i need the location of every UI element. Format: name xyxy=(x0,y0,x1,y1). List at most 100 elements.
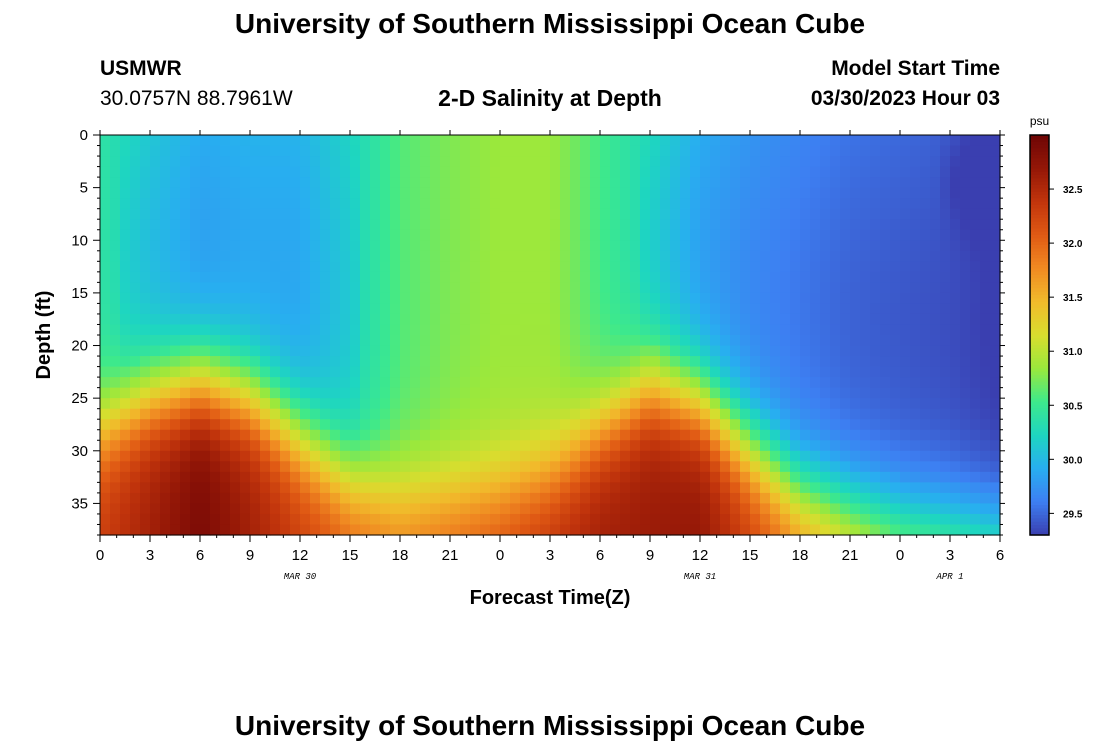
heatmap-cell xyxy=(560,335,571,347)
heatmap-cell xyxy=(170,503,181,515)
heatmap-cell xyxy=(250,303,261,315)
heatmap-cell xyxy=(450,366,461,378)
colorbar-segment xyxy=(1030,265,1049,269)
heatmap-cell xyxy=(900,356,911,368)
heatmap-cell xyxy=(210,240,221,252)
heatmap-cell xyxy=(600,408,611,420)
heatmap-cell xyxy=(880,408,891,420)
heatmap-cell xyxy=(400,387,411,399)
heatmap-cell xyxy=(430,387,441,399)
heatmap-cell xyxy=(330,440,341,452)
heatmap-cell xyxy=(220,471,231,483)
heatmap-cell xyxy=(540,240,551,252)
heatmap-cell xyxy=(200,313,211,326)
heatmap-cell xyxy=(690,492,701,505)
heatmap-cell xyxy=(360,398,371,410)
heatmap-cell xyxy=(530,166,541,178)
heatmap-cell xyxy=(300,524,311,536)
heatmap-cell xyxy=(970,387,981,399)
heatmap-cell xyxy=(680,229,691,241)
heatmap-cell xyxy=(700,356,711,368)
heatmap-cell xyxy=(140,335,151,347)
heatmap-cell xyxy=(690,356,701,368)
heatmap-cell xyxy=(520,450,531,462)
heatmap-cell xyxy=(890,156,901,168)
colorbar-segment xyxy=(1030,225,1049,229)
heatmap-cell xyxy=(340,482,351,494)
heatmap-cell xyxy=(390,198,401,210)
heatmap-cell xyxy=(170,271,181,283)
heatmap-cell xyxy=(100,377,111,389)
heatmap-cell xyxy=(550,261,561,273)
heatmap-cell xyxy=(450,482,461,494)
heatmap-cell xyxy=(170,408,181,420)
heatmap-cell xyxy=(290,219,301,231)
heatmap-cell xyxy=(280,324,291,336)
heatmap-cell xyxy=(260,219,271,231)
heatmap-cell xyxy=(430,335,441,347)
date-label: APR 1 xyxy=(935,572,963,582)
heatmap-cell xyxy=(860,377,871,389)
heatmap-cell xyxy=(240,387,251,399)
heatmap-cell xyxy=(920,440,931,452)
heatmap-cell xyxy=(660,440,671,452)
heatmap-cell xyxy=(770,513,781,526)
heatmap-cell xyxy=(470,177,481,189)
heatmap-cell xyxy=(270,271,281,283)
heatmap-cell xyxy=(350,261,361,273)
heatmap-cell xyxy=(880,166,891,178)
heatmap-cell xyxy=(670,166,681,178)
heatmap-cell xyxy=(870,503,881,515)
heatmap-cell xyxy=(410,208,421,220)
heatmap-cell xyxy=(300,513,311,526)
heatmap-cell xyxy=(450,398,461,410)
heatmap-cell xyxy=(180,324,191,336)
heatmap-cell xyxy=(490,250,501,262)
heatmap-cell xyxy=(890,303,901,315)
heatmap-cell xyxy=(800,198,811,210)
heatmap-cell xyxy=(310,313,321,326)
heatmap-cell xyxy=(850,524,861,536)
heatmap-cell xyxy=(680,450,691,462)
heatmap-cell xyxy=(140,240,151,252)
heatmap-cell xyxy=(770,177,781,189)
heatmap-cell xyxy=(670,513,681,526)
heatmap-cell xyxy=(220,461,231,473)
heatmap-cell xyxy=(820,240,831,252)
colorbar-segment xyxy=(1030,301,1049,306)
heatmap-cell xyxy=(840,471,851,483)
heatmap-cell xyxy=(310,145,321,157)
heatmap-cell xyxy=(760,335,771,347)
heatmap-cell xyxy=(140,324,151,336)
heatmap-cell xyxy=(620,303,631,315)
heatmap-cell xyxy=(600,177,611,189)
heatmap-cell xyxy=(850,335,861,347)
heatmap-cell xyxy=(260,229,271,241)
heatmap-cell xyxy=(440,408,451,420)
colorbar-segment xyxy=(1030,498,1049,503)
heatmap-cell xyxy=(720,482,731,494)
colorbar-segment xyxy=(1030,208,1049,213)
heatmap-cell xyxy=(680,471,691,483)
heatmap-cell xyxy=(450,240,461,252)
heatmap-cell xyxy=(520,356,531,368)
heatmap-cell xyxy=(350,482,361,494)
heatmap-cell xyxy=(300,387,311,399)
heatmap-cell xyxy=(690,166,701,178)
heatmap-cell xyxy=(610,471,621,483)
heatmap-cell xyxy=(710,271,721,283)
heatmap-cell xyxy=(120,156,131,168)
heatmap-cell xyxy=(980,366,991,378)
heatmap-cell xyxy=(450,250,461,262)
heatmap-cell xyxy=(270,208,281,220)
heatmap-cell xyxy=(820,524,831,536)
heatmap-cell xyxy=(710,229,721,241)
heatmap-cell xyxy=(320,503,331,515)
heatmap-cell xyxy=(250,156,261,168)
colorbar-segment xyxy=(1030,161,1049,166)
heatmap-cell xyxy=(650,135,661,147)
heatmap-cell xyxy=(890,356,901,368)
heatmap-cell xyxy=(810,503,821,515)
heatmap-cell xyxy=(760,398,771,410)
heatmap-cell xyxy=(440,356,451,368)
